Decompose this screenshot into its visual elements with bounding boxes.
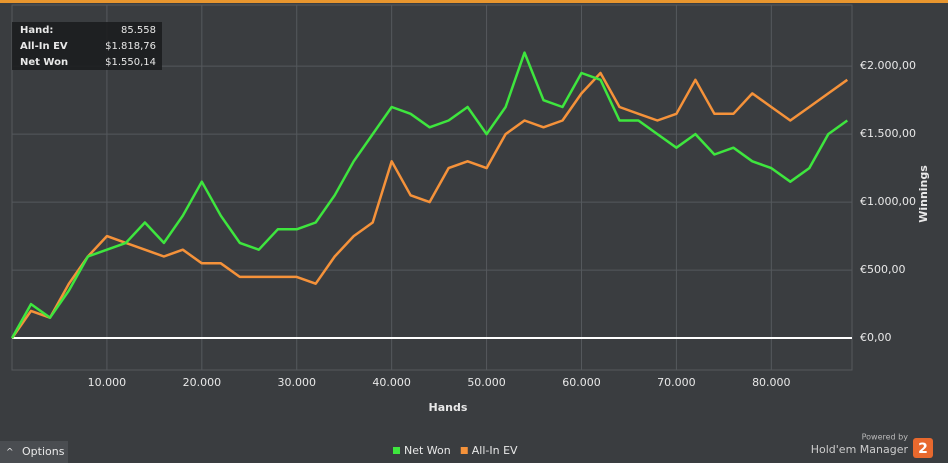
x-tick-label: 20.000 xyxy=(183,376,222,389)
info-value: $1.550,14 xyxy=(105,57,156,68)
info-value: 85.558 xyxy=(121,25,156,36)
info-box xyxy=(12,22,162,70)
y-tick-label: €1.500,00 xyxy=(860,127,916,140)
options-label[interactable]: Options xyxy=(22,445,65,458)
series-line xyxy=(10,51,849,339)
series-line xyxy=(10,71,849,339)
info-value: $1.818,76 xyxy=(105,41,156,52)
x-tick-label: 80.000 xyxy=(752,376,791,389)
info-label: Net Won xyxy=(20,57,68,68)
x-tick-label: 60.000 xyxy=(562,376,601,389)
x-tick-label: 40.000 xyxy=(372,376,411,389)
options-caret: ^ xyxy=(6,448,14,458)
y-tick-label: €2.000,00 xyxy=(860,59,916,72)
legend-swatch xyxy=(393,447,400,454)
legend-label: All-In EV xyxy=(472,444,518,457)
legend-swatch xyxy=(460,447,468,454)
brand-badge-text: 2 xyxy=(918,441,928,457)
legend-label: Net Won xyxy=(404,444,451,457)
y-tick-label: €500,00 xyxy=(860,263,906,276)
y-axis-title: Winnings xyxy=(917,165,930,223)
y-tick-label: €0,00 xyxy=(860,331,892,344)
powered-by: Powered by xyxy=(862,433,909,442)
top-border xyxy=(0,0,948,3)
x-tick-label: 50.000 xyxy=(467,376,506,389)
brand-badge xyxy=(913,438,933,458)
brand: Hold'em Manager xyxy=(811,443,909,456)
x-tick-label: 70.000 xyxy=(657,376,696,389)
x-axis-title: Hands xyxy=(429,401,468,414)
x-tick-label: 30.000 xyxy=(277,376,316,389)
info-label: All-In EV xyxy=(20,41,68,52)
x-tick-label: 10.000 xyxy=(88,376,127,389)
options-button[interactable] xyxy=(0,441,68,463)
info-label: Hand: xyxy=(20,25,53,36)
y-tick-label: €1.000,00 xyxy=(860,195,916,208)
